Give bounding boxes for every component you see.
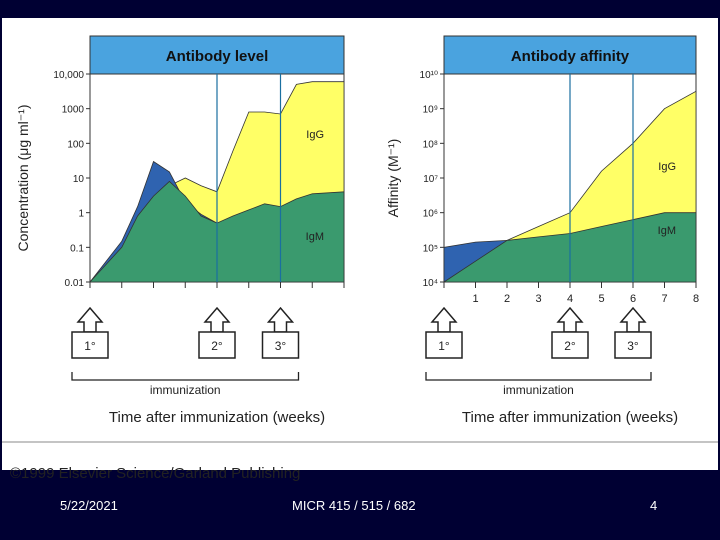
immunization-arrow — [203, 306, 231, 333]
chart-title: Antibody level — [166, 48, 269, 65]
immunization-box — [261, 331, 300, 359]
x-tick-label: 6 — [630, 293, 636, 305]
x-axis-label: Time after immunization (weeks) — [462, 409, 678, 426]
x-tick-label: 1 — [472, 293, 478, 305]
y-tick-label: 0.01 — [65, 278, 85, 289]
y-tick-label: 100 — [67, 139, 84, 150]
immunization-arrow — [430, 306, 458, 333]
slide-image: Antibody level 10,000 1000 100 10 1 0.1 0.01 Con… — [2, 18, 718, 482]
y-tick-label: 10⁸ — [423, 139, 438, 150]
footer-date: 5/22/2021 — [60, 498, 118, 513]
immunization-box — [614, 331, 652, 359]
annotation-igg: IgG — [658, 161, 676, 173]
y-tick-label: 10⁷ — [423, 174, 438, 185]
immunization-box — [551, 331, 589, 359]
x-tick-label: 7 — [661, 293, 667, 305]
y-tick-label: 1000 — [62, 105, 85, 116]
immunization-arrow — [76, 306, 104, 333]
immunization-number: 3° — [275, 339, 287, 353]
plot-header — [443, 35, 697, 75]
x-tick-label: 5 — [598, 293, 604, 305]
immunization-number: 2° — [564, 339, 576, 353]
immunization-number: 2° — [211, 339, 223, 353]
y-tick-label: 10,000 — [53, 70, 84, 81]
immunization-bracket — [425, 372, 652, 381]
annotation-igm: IgM — [658, 225, 676, 237]
y-tick-label: 1 — [78, 209, 84, 220]
immunization-arrow — [266, 306, 295, 333]
immunization-box — [425, 331, 463, 359]
x-tick-label: 8 — [693, 293, 699, 305]
copyright-text: ©1999 Elsevier Science/Garland Publishin… — [10, 465, 301, 482]
immunization-number: 3° — [627, 339, 639, 353]
x-tick-label: 2 — [504, 293, 510, 305]
y-tick-label: 10⁹ — [423, 105, 438, 116]
y-tick-label: 10¹⁰ — [420, 70, 438, 81]
immunization-label: immunization — [503, 383, 574, 397]
y-tick-label: 10⁵ — [423, 243, 438, 254]
x-tick-label: 4 — [567, 293, 573, 305]
figure-svg: Antibody level 10,000 1000 100 10 1 0.1 0.01 Con… — [2, 35, 718, 443]
y-tick-label: 10⁶ — [423, 209, 438, 220]
immunization-number: 1° — [438, 339, 450, 353]
immunization-box — [71, 331, 109, 359]
x-tick-label: 3 — [535, 293, 541, 305]
immunization-arrow — [619, 306, 647, 333]
y-tick-label: 0.1 — [70, 243, 84, 254]
y-tick-label: 10⁴ — [423, 278, 438, 289]
y-axis-label: Concentration (μg ml⁻¹) — [15, 105, 31, 252]
immunization-number: 1° — [84, 339, 96, 353]
footer-course: MICR 415 / 515 / 682 — [292, 498, 416, 513]
x-axis-label: Time after immunization (weeks) — [109, 409, 325, 426]
y-tick-label: 10 — [73, 174, 85, 185]
y-axis-label: Affinity (M⁻¹) — [385, 139, 401, 218]
immunization-label: immunization — [150, 383, 221, 397]
footer-page-number: 4 — [650, 498, 658, 513]
immunization-arrow — [556, 306, 584, 333]
plot-header — [89, 35, 345, 75]
annotation-igg: IgG — [306, 129, 324, 141]
annotation-igm: IgM — [306, 231, 324, 243]
immunization-bracket — [71, 372, 300, 381]
chart-title: Antibody affinity — [511, 48, 630, 65]
immunization-box — [198, 331, 236, 359]
